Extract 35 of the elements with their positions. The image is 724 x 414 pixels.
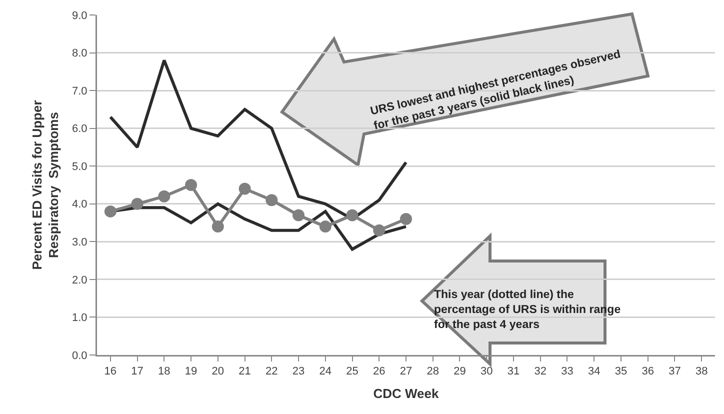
x-tick-label: 36: [642, 366, 654, 378]
x-tick-label: 30: [480, 366, 493, 378]
x-tick-label: 17: [131, 366, 144, 378]
y-tick-label: 4.0: [72, 198, 88, 211]
x-tick-label: 32: [534, 366, 546, 378]
y-tick-label: 0.0: [72, 350, 88, 362]
x-tick-label: 28: [426, 366, 439, 378]
y-tick-label: 7.0: [72, 85, 88, 98]
x-tick-label: 38: [695, 366, 708, 378]
x-tick-label: 35: [614, 366, 628, 378]
x-tick-label: 27: [400, 366, 412, 378]
y-tick-label: 1.0: [72, 312, 88, 324]
x-tick-label: 19: [184, 366, 198, 378]
x-tick-label: 24: [319, 366, 332, 378]
x-tick-label: 33: [561, 366, 574, 378]
x-tick-label: 18: [158, 366, 170, 378]
y-tick-label: 5.0: [72, 160, 88, 173]
x-tick-label: 37: [668, 366, 681, 378]
y-tick-label: 9.0: [72, 10, 88, 22]
x-tick-label: 29: [454, 366, 466, 378]
x-tick-label: 20: [212, 366, 224, 378]
x-tick-label: 23: [292, 366, 305, 378]
y-tick-label: 3.0: [72, 236, 88, 249]
x-tick-label: 22: [266, 366, 278, 378]
x-tick-label: 26: [373, 366, 386, 378]
x-axis-title: CDC Week: [373, 386, 440, 402]
x-tick-label: 25: [346, 366, 358, 378]
y-tick-label: 6.0: [72, 123, 88, 136]
y-tick-label: 2.0: [72, 274, 88, 286]
x-tick-label: 31: [507, 366, 520, 378]
x-tick-label: 34: [588, 366, 600, 378]
x-tick-label: 21: [238, 366, 251, 378]
y-tick-label: 8.0: [72, 48, 88, 60]
x-tick-label: 16: [104, 366, 117, 378]
y-axis-title: Percent ED Visits for Upper Respiratory Symptoms: [29, 100, 62, 270]
